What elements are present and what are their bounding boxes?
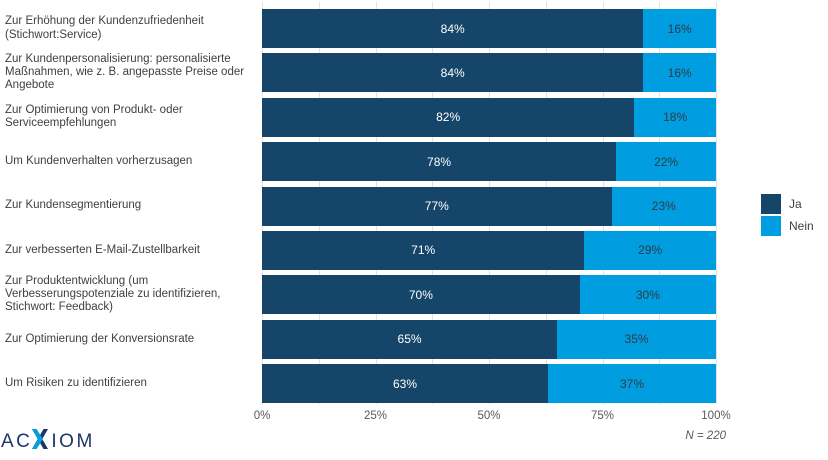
chart-row: Zur Produktentwicklung (um Verbesserungs… [0,275,716,315]
bar-segment-ja: 63% [262,364,549,403]
x-tick-label: 50% [477,410,501,422]
legend-swatch [761,216,781,236]
legend-entry: Nein [761,216,814,236]
chart-row: Zur Optimierung von Produkt- oder Servic… [0,97,716,137]
bar-value-ja: 78% [427,154,452,169]
bar-segment-nein: 18% [634,97,716,137]
chart-row: Zur Kundensegmentierung 77% 23% [0,186,716,226]
bar-segment-nein: 29% [584,230,716,270]
sample-size-note: N = 220 [685,430,726,442]
category-label: Zur Produktentwicklung (um Verbesserungs… [5,275,221,314]
bar-segment-nein: 22% [616,142,716,182]
bar-value-ja: 71% [411,243,436,258]
bar-value-ja: 65% [397,332,422,347]
category-label: Zur Kundensegmentierung [5,199,142,212]
bar-value-nein: 16% [667,21,692,36]
bar-segment-nein: 16% [643,9,716,48]
bar-track: 77% 23% [262,186,716,226]
x-tick-label: 25% [363,410,388,422]
chart-row: Zur Kundenpersonalisierung: personalisie… [0,53,716,93]
bar-track: 84% 16% [262,53,716,93]
bar-segment-ja: 70% [262,275,580,315]
bar-segment-ja: 84% [262,9,644,48]
bar-segment-ja: 82% [262,97,635,137]
bar-value-nein: 35% [624,332,649,347]
category-label: Um Kundenverhalten vorherzusagen [5,155,193,168]
legend-entry: Ja [761,194,814,214]
legend-swatch [761,194,781,214]
bar-value-nein: 37% [619,376,645,391]
bar-track: 82% 18% [262,97,716,137]
bar-value-ja: 63% [392,376,418,391]
bar-value-nein: 23% [651,199,676,213]
chart-row: Zur Optimierung der Konversionsrate 65% … [0,319,716,359]
bar-segment-ja: 78% [262,142,617,182]
bar-value-ja: 84% [440,65,465,80]
category-label: Zur verbesserten E-Mail-Zustellbarkeit [5,243,200,256]
bar-segment-nein: 23% [611,186,716,226]
legend-label: Nein [789,219,814,233]
category-label: Zur Kundenpersonalisierung: personalisie… [5,53,245,92]
category-label: Zur Optimierung der Konversionsrate [5,332,195,345]
acxiom-logo: AC IOM [1,429,95,453]
bar-value-nein: 18% [663,110,688,125]
x-tick-label: 0% [253,410,271,422]
acxiom-x-icon [32,429,51,453]
gridline [716,2,717,404]
bar-track: 84% 16% [262,9,716,48]
chart-row: Zur verbesserten E-Mail-Zustellbarkeit 7… [0,230,716,270]
logo-text-left: AC [1,430,33,452]
bar-track: 65% 35% [262,319,716,359]
legend-label: Ja [789,197,802,211]
x-axis: 0% 25% 50% 75% 100% [254,410,731,426]
bar-track: 71% 29% [262,230,716,270]
chart-row: Um Kundenverhalten vorherzusagen 78% 22% [0,142,716,182]
bar-rows: Zur Erhöhung der Kundenzufriedenheit (St… [0,9,716,403]
bar-value-ja: 84% [440,21,465,36]
bar-value-ja: 77% [424,199,449,213]
x-tick-label: 100% [701,410,731,422]
category-label: Um Risiken zu identifizieren [5,376,147,389]
bar-track: 78% 22% [262,142,716,182]
bar-segment-nein: 16% [643,53,716,93]
bar-segment-nein: 35% [557,319,716,359]
logo-text-right: IOM [51,430,95,452]
bar-segment-ja: 71% [262,230,585,270]
x-tick-label: 75% [590,410,615,422]
chart-row: Zur Erhöhung der Kundenzufriedenheit (St… [0,9,716,48]
bar-segment-nein: 37% [548,364,716,403]
bar-value-ja: 70% [408,287,433,302]
bar-segment-ja: 65% [262,319,558,359]
bar-segment-ja: 77% [262,186,612,226]
category-label: Zur Optimierung von Produkt- oder Servic… [5,104,183,130]
bar-segment-ja: 84% [262,53,644,93]
bar-value-nein: 30% [635,287,660,302]
bar-value-nein: 22% [654,154,679,169]
bar-value-ja: 82% [436,110,461,125]
chart-row: Um Risiken zu identifizieren 63% 37% [0,364,716,403]
bar-segment-nein: 30% [579,275,716,315]
bar-track: 70% 30% [262,275,716,315]
legend: Ja Nein [761,194,814,236]
bar-value-nein: 29% [638,243,663,258]
bar-track: 63% 37% [262,364,716,403]
category-label: Zur Erhöhung der Kundenzufriedenheit (St… [5,15,204,41]
bar-value-nein: 16% [667,65,692,80]
